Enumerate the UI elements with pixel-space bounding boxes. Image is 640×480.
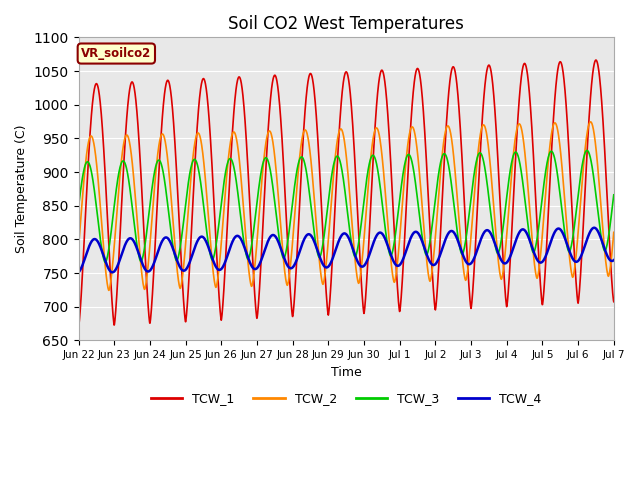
TCW_3 <box>595 214 602 220</box>
Line: TCW_1: TCW_1 <box>79 60 614 327</box>
TCW_1 <box>592 57 600 63</box>
TCW_1 <box>335 135 342 141</box>
TCW_3 <box>595 216 603 222</box>
TCW_2 <box>102 269 109 275</box>
TCW_1 <box>595 66 602 72</box>
Text: VR_soilco2: VR_soilco2 <box>81 47 152 60</box>
TCW_2 <box>610 229 618 235</box>
TCW_2 <box>595 176 603 181</box>
TCW_3 <box>583 147 591 153</box>
TCW_3 <box>102 260 109 265</box>
Legend: TCW_1, TCW_2, TCW_3, TCW_4: TCW_1, TCW_2, TCW_3, TCW_4 <box>146 387 547 410</box>
TCW_4 <box>595 229 602 235</box>
TCW_1 <box>321 263 328 269</box>
TCW_3 <box>610 192 618 198</box>
TCW_3 <box>497 243 504 249</box>
TCW_1 <box>595 64 602 70</box>
Line: TCW_4: TCW_4 <box>79 228 614 272</box>
TCW_4 <box>75 269 83 275</box>
TCW_4 <box>335 238 343 243</box>
TCW_2 <box>75 245 83 251</box>
TCW_4 <box>321 264 329 270</box>
TCW_1 <box>75 324 83 330</box>
TCW_2 <box>587 119 595 125</box>
TCW_3 <box>75 204 83 210</box>
TCW_1 <box>610 299 618 305</box>
TCW_2 <box>105 288 113 293</box>
TCW_3 <box>321 227 329 233</box>
TCW_2 <box>335 129 343 135</box>
TCW_4 <box>102 260 109 265</box>
Y-axis label: Soil Temperature (C): Soil Temperature (C) <box>15 125 28 253</box>
TCW_2 <box>595 172 602 178</box>
TCW_3 <box>335 156 343 161</box>
Title: Soil CO2 West Temperatures: Soil CO2 West Temperatures <box>228 15 464 33</box>
TCW_3 <box>102 258 110 264</box>
TCW_1 <box>102 184 109 190</box>
TCW_4 <box>610 257 618 263</box>
Line: TCW_2: TCW_2 <box>79 122 614 290</box>
X-axis label: Time: Time <box>331 366 362 379</box>
TCW_4 <box>595 230 603 236</box>
TCW_4 <box>108 269 116 275</box>
TCW_1 <box>496 197 504 203</box>
Line: TCW_3: TCW_3 <box>79 150 614 263</box>
TCW_2 <box>321 273 329 278</box>
TCW_4 <box>590 225 598 230</box>
TCW_2 <box>497 273 504 278</box>
TCW_4 <box>497 255 504 261</box>
